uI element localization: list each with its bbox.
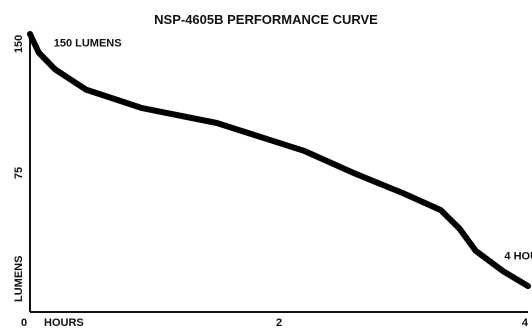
x-tick-label: 4 <box>522 317 529 328</box>
x-tick-label: 2 <box>276 317 282 328</box>
x-axis-label: HOURS <box>44 317 84 328</box>
chart-title: NSP-4605B PERFORMANCE CURVE <box>154 12 378 27</box>
series-line <box>27 31 531 290</box>
y-tick-labels: 150 75 <box>13 35 25 179</box>
annotations: 150 LUMENS 4 HOURS <box>54 38 532 263</box>
y-axis-label: LUMENS <box>13 256 25 302</box>
x-tick-label: 0 <box>21 317 27 328</box>
y-tick-label: 75 <box>13 167 25 179</box>
annotation-label: 4 HOURS <box>504 251 532 263</box>
annotation-label: 150 LUMENS <box>54 38 122 50</box>
x-tick-labels: 0 2 4 <box>21 317 529 328</box>
y-tick-label: 150 <box>13 35 25 53</box>
